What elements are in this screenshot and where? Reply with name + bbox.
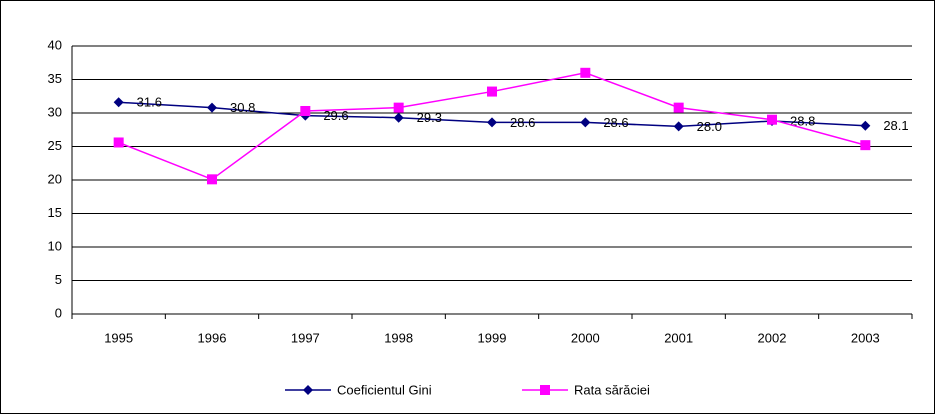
data-label: 29.3: [417, 110, 442, 125]
x-tick-label: 2002: [758, 330, 787, 345]
y-tick-label: 25: [48, 138, 62, 153]
data-point: [673, 121, 684, 132]
data-label: 30.8: [230, 100, 255, 115]
legend-label: Rata sărăciei: [574, 382, 650, 397]
data-label: 31.6: [137, 95, 162, 110]
y-tick-label: 5: [55, 272, 62, 287]
data-point: [860, 120, 871, 131]
x-tick-label: 1999: [478, 330, 507, 345]
legend-label: Coeficientul Gini: [337, 382, 432, 397]
data-point: [393, 112, 404, 123]
y-tick-label: 0: [55, 305, 62, 320]
legend-marker: [540, 385, 550, 395]
data-point: [207, 102, 217, 113]
data-point: [300, 105, 311, 116]
x-tick-label: 2003: [851, 330, 880, 345]
data-label: 28.6: [510, 115, 535, 130]
y-tick-label: 15: [48, 205, 62, 220]
data-point: [673, 102, 684, 113]
x-tick-label: 2000: [571, 330, 600, 345]
x-tick-label: 1998: [384, 330, 413, 345]
data-point: [580, 67, 591, 78]
x-tick-label: 1997: [291, 330, 320, 345]
y-tick-label: 35: [48, 71, 62, 86]
y-tick-label: 10: [48, 238, 62, 253]
data-label: 28.0: [697, 119, 722, 134]
data-point: [113, 137, 124, 148]
data-point: [860, 140, 871, 151]
data-label: 28.8: [790, 113, 815, 128]
data-point: [113, 97, 124, 108]
x-tick-label: 2001: [664, 330, 693, 345]
data-point: [580, 117, 591, 128]
data-point: [487, 117, 497, 128]
y-tick-label: 40: [48, 37, 62, 52]
data-label: 28.6: [603, 115, 628, 130]
legend-marker: [303, 385, 313, 395]
data-point: [487, 86, 497, 97]
x-tick-label: 1996: [198, 330, 227, 345]
data-label: 29.6: [323, 108, 348, 123]
data-point: [767, 114, 777, 125]
y-tick-label: 20: [48, 171, 62, 186]
data-point: [207, 174, 217, 185]
data-label: 28.1: [883, 118, 908, 133]
data-point: [393, 102, 404, 113]
y-tick-label: 30: [48, 104, 62, 119]
x-tick-label: 1995: [104, 330, 133, 345]
